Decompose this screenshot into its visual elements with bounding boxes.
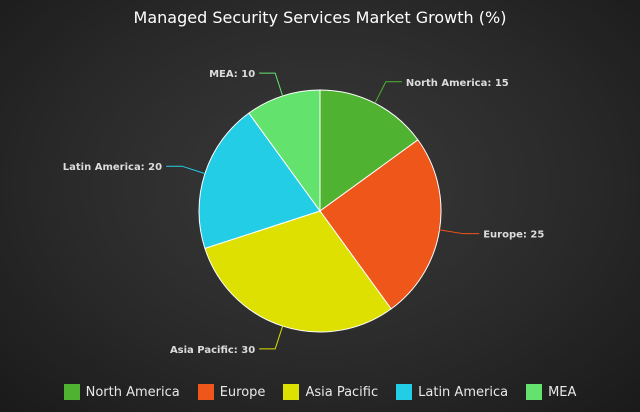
- data-label-north-america: North America: 15: [406, 78, 509, 89]
- legend-swatch-mea: [526, 384, 543, 400]
- leader-line-asia-pacific: [259, 325, 284, 350]
- pie-slice-north-america[interactable]: [319, 89, 419, 212]
- leader-line-europe: [439, 229, 480, 235]
- legend-swatch-north-america: [63, 384, 80, 400]
- data-label-asia-pacific: Asia Pacific: 30: [170, 345, 255, 356]
- legend-item-europe[interactable]: Europe: [197, 384, 266, 400]
- legend-label-asia-pacific: Asia Pacific: [305, 384, 379, 400]
- legend-item-asia-pacific[interactable]: Asia Pacific: [283, 384, 378, 400]
- leader-line-latin-america: [166, 165, 206, 175]
- data-label-mea: MEA: 10: [209, 69, 255, 80]
- legend-item-latin-america[interactable]: Latin America: [396, 384, 508, 400]
- pie-slice-mea[interactable]: [248, 89, 321, 213]
- pie-slice-latin-america[interactable]: [198, 112, 321, 250]
- pie-slice-asia-pacific[interactable]: [204, 210, 392, 333]
- legend-label-north-america: North America: [85, 384, 180, 400]
- data-label-europe: Europe: 25: [483, 230, 544, 241]
- legend-swatch-latin-america: [396, 384, 413, 400]
- legend-label-latin-america: Latin America: [418, 384, 509, 400]
- leader-line-mea: [259, 72, 284, 97]
- legend-label-europe: Europe: [219, 384, 266, 400]
- pie-slice-europe[interactable]: [319, 139, 442, 310]
- legend-swatch-europe: [197, 384, 214, 400]
- legend-item-north-america[interactable]: North America: [63, 384, 180, 400]
- leader-line-north-america: [374, 81, 402, 104]
- data-label-latin-america: Latin America: 20: [63, 162, 162, 173]
- legend-swatch-asia-pacific: [283, 384, 300, 400]
- legend: North America Europe Asia Pacific Latin Ame…: [0, 384, 640, 400]
- legend-label-mea: MEA: [548, 384, 577, 400]
- legend-item-mea[interactable]: MEA: [526, 384, 576, 400]
- chart-title: Managed Security Services Market Growth …: [133, 8, 507, 27]
